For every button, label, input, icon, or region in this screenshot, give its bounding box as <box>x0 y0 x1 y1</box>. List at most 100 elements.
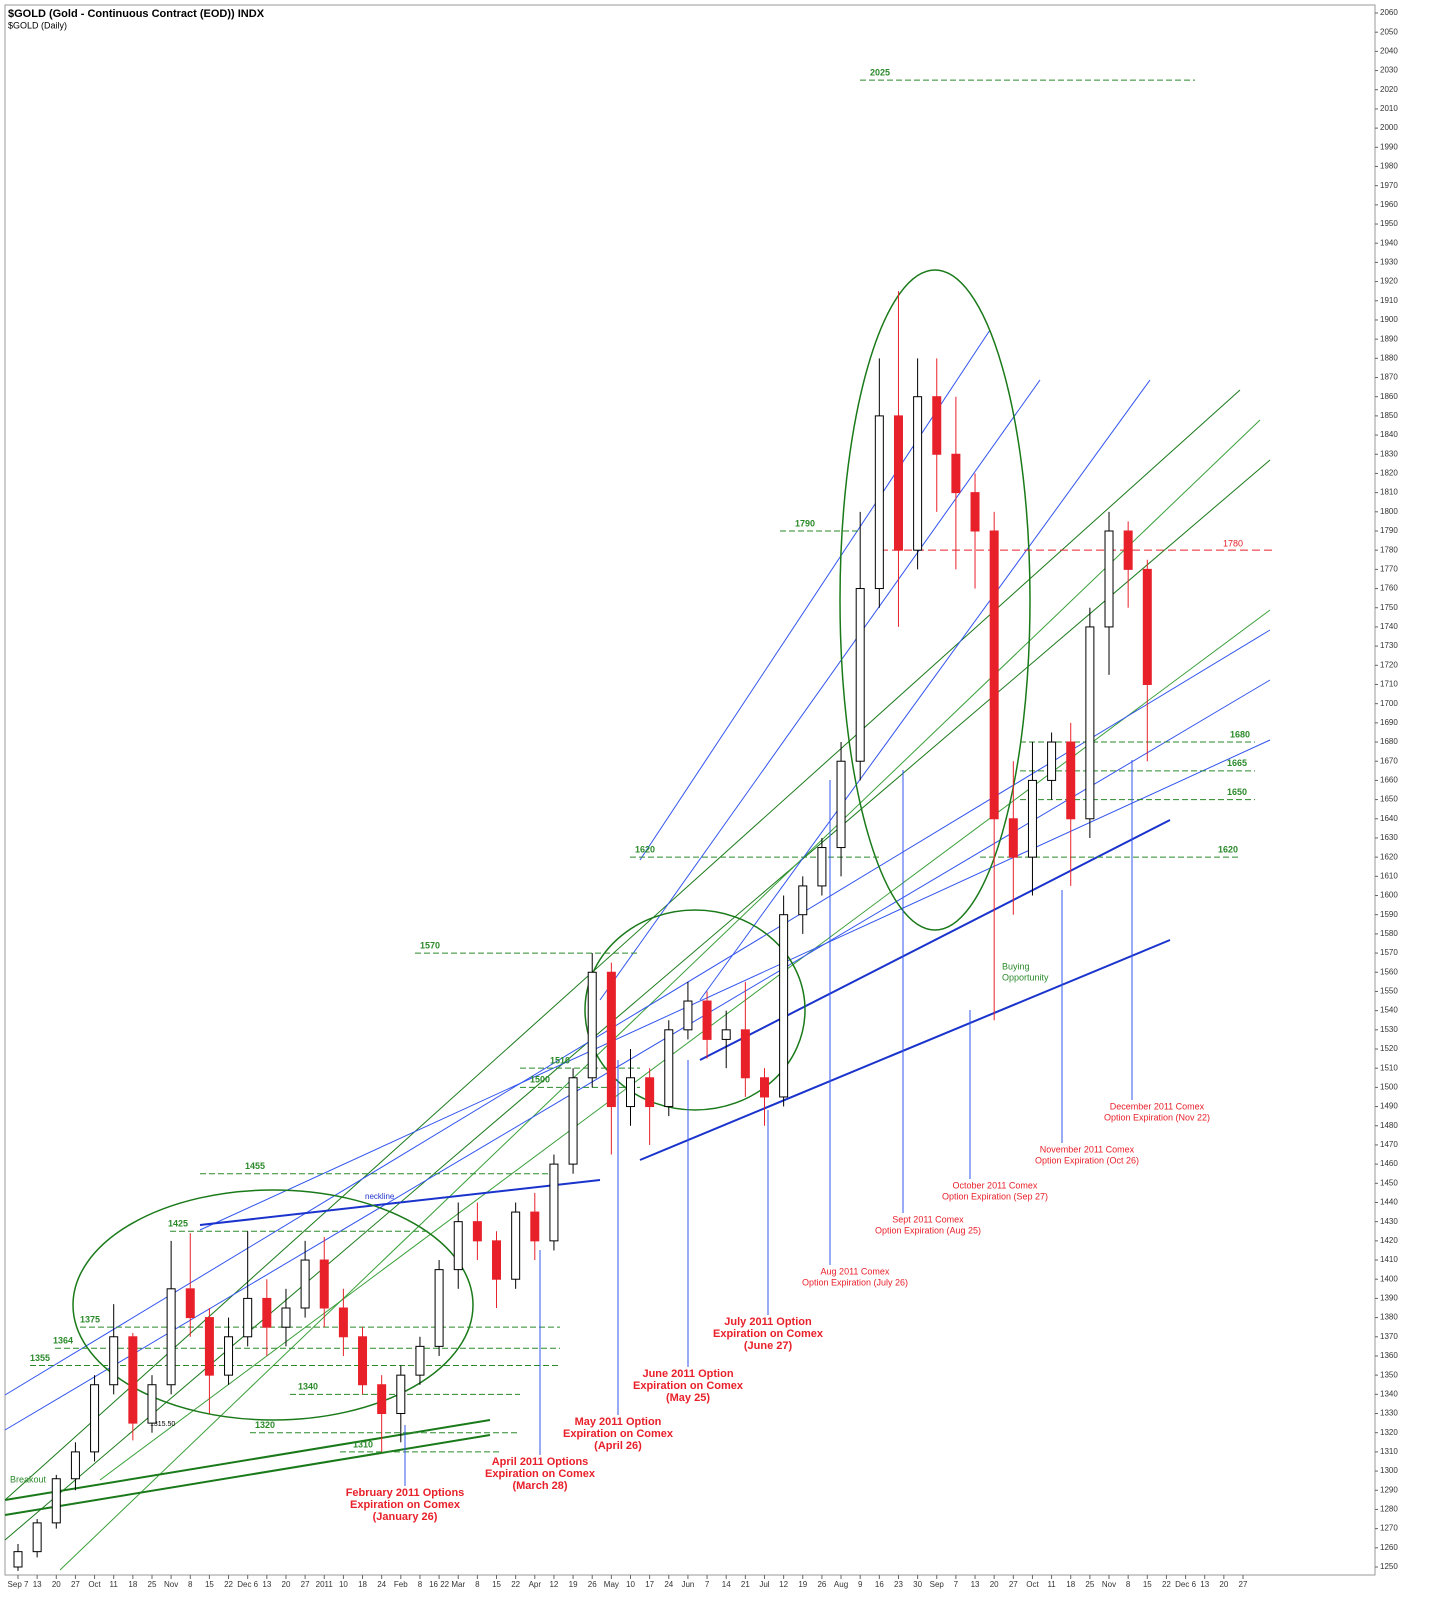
x-tick-label: Nov <box>1102 1580 1116 1589</box>
candle-body <box>511 1211 521 1280</box>
note: Buying <box>1002 961 1030 971</box>
note: Breakout <box>10 1474 47 1484</box>
level-label: 1425 <box>168 1219 188 1229</box>
y-tick-label: 2050 <box>1380 27 1398 36</box>
x-tick-label: Apr <box>529 1580 542 1589</box>
y-tick-label: 1870 <box>1380 373 1398 382</box>
candle-body <box>606 971 616 1108</box>
candle-body <box>147 1384 157 1424</box>
y-tick-label: 1640 <box>1380 814 1398 823</box>
candle-body <box>530 1211 540 1242</box>
candle-body <box>338 1307 348 1338</box>
candle-body <box>13 1551 23 1568</box>
note: Opportunity <box>1002 972 1049 982</box>
annotation: Option Expiration (Sep 27) <box>942 1191 1048 1201</box>
x-tick-label: 10 <box>626 1580 635 1589</box>
candle-body <box>989 530 999 820</box>
level-label: 1375 <box>80 1315 100 1325</box>
y-tick-label: 1530 <box>1380 1025 1398 1034</box>
level-label: 1340 <box>298 1382 318 1392</box>
candle-body <box>1047 741 1057 781</box>
x-tick-label: 22 <box>511 1580 520 1589</box>
x-tick-label: 2011 <box>316 1580 334 1589</box>
candle-body <box>740 1029 750 1079</box>
candle-body <box>951 453 961 494</box>
level-label: 2025 <box>870 68 890 78</box>
x-tick-label: 13 <box>971 1580 980 1589</box>
y-tick-label: 1510 <box>1380 1063 1398 1072</box>
y-tick-label: 1970 <box>1380 181 1398 190</box>
candle-body <box>224 1336 234 1376</box>
x-tick-label: 20 <box>282 1580 291 1589</box>
y-tick-label: 1520 <box>1380 1044 1398 1053</box>
x-tick-label: 14 <box>722 1580 731 1589</box>
x-tick-label: 20 <box>990 1580 999 1589</box>
level-label: 1665 <box>1227 758 1247 768</box>
candle-body <box>70 1451 80 1480</box>
x-tick-label: 27 <box>1009 1580 1018 1589</box>
x-tick-label: 18 <box>1066 1580 1075 1589</box>
y-tick-label: 1320 <box>1380 1428 1398 1437</box>
candle-body <box>759 1077 769 1098</box>
level-label: 1620 <box>635 845 655 855</box>
x-tick-label: Sep 7 <box>8 1580 29 1589</box>
y-tick-label: 1930 <box>1380 258 1398 267</box>
x-tick-label: May <box>604 1580 619 1589</box>
y-tick-label: 1660 <box>1380 776 1398 785</box>
x-tick-label: 26 <box>588 1580 597 1589</box>
annotation: (January 26) <box>373 1511 438 1523</box>
x-tick-label: 20 <box>52 1580 61 1589</box>
y-tick-label: 1810 <box>1380 488 1398 497</box>
candle-body <box>587 971 597 1079</box>
y-tick-label: 1850 <box>1380 411 1398 420</box>
x-tick-label: 27 <box>301 1580 310 1589</box>
y-tick-label: 1560 <box>1380 967 1398 976</box>
x-tick-label: 12 <box>779 1580 788 1589</box>
y-tick-label: 1950 <box>1380 219 1398 228</box>
candle-body <box>702 1000 712 1040</box>
y-tick-label: 2040 <box>1380 46 1398 55</box>
y-tick-label: 1790 <box>1380 526 1398 535</box>
x-tick-label: 26 <box>817 1580 826 1589</box>
y-tick-label: 1750 <box>1380 603 1398 612</box>
y-tick-label: 2010 <box>1380 104 1398 113</box>
level-label: 1780 <box>1223 539 1243 549</box>
x-tick-label: 10 <box>339 1580 348 1589</box>
level-label: 1455 <box>245 1161 265 1171</box>
level-label: 1364 <box>53 1336 73 1346</box>
y-tick-label: 1480 <box>1380 1121 1398 1130</box>
candle-body <box>396 1374 406 1415</box>
annotation: Expiration on Comex <box>485 1468 596 1480</box>
candle-body <box>1123 530 1133 570</box>
candle-body <box>913 396 923 551</box>
y-tick-label: 1680 <box>1380 737 1398 746</box>
x-tick-label: 13 <box>1200 1580 1209 1589</box>
candle-body <box>243 1297 253 1338</box>
x-tick-label: 23 <box>894 1580 903 1589</box>
annotation: (March 28) <box>512 1480 567 1492</box>
annotation: October 2011 Comex <box>953 1180 1038 1190</box>
candle-body <box>204 1317 214 1376</box>
candle-body <box>1085 626 1095 820</box>
candle-body <box>874 415 884 590</box>
x-tick-label: Dec 6 <box>237 1580 258 1589</box>
annotation: February 2011 Options <box>346 1487 465 1499</box>
x-tick-label: 27 <box>71 1580 80 1589</box>
candle-body <box>434 1269 444 1347</box>
x-tick-label: 15 <box>1143 1580 1152 1589</box>
y-tick-label: 1340 <box>1380 1389 1398 1398</box>
y-tick-label: 1650 <box>1380 795 1398 804</box>
plot-frame <box>4 4 1376 1576</box>
y-tick-label: 1580 <box>1380 929 1398 938</box>
candle-body <box>549 1163 559 1242</box>
candle-body <box>817 847 827 887</box>
candle-body <box>1142 568 1152 685</box>
y-tick-label: 1730 <box>1380 641 1398 650</box>
annotation: Expiration on Comex <box>563 1428 674 1440</box>
candle-body <box>185 1288 195 1319</box>
y-tick-label: 1830 <box>1380 449 1398 458</box>
x-tick-label: 22 <box>1162 1580 1171 1589</box>
candle-body <box>377 1384 387 1415</box>
y-tick-label: 1770 <box>1380 564 1398 573</box>
x-tick-label: Jul <box>759 1580 769 1589</box>
